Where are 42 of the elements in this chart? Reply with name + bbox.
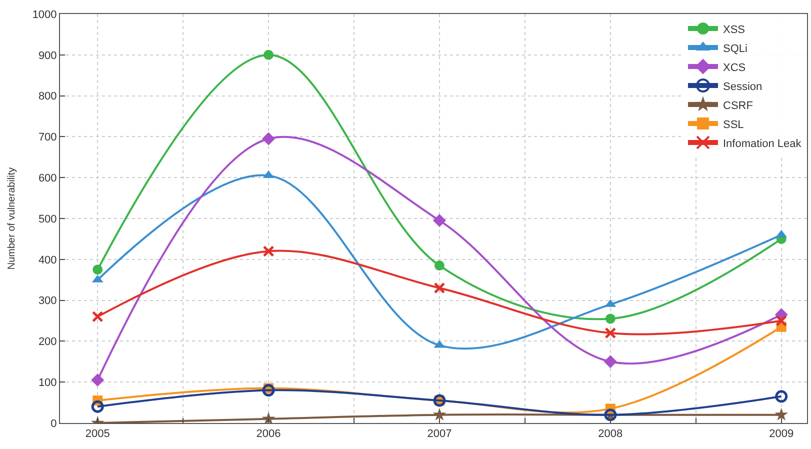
point	[92, 310, 104, 322]
point	[605, 314, 616, 324]
x-tick-label: 2006	[256, 428, 281, 440]
point	[91, 374, 104, 387]
y-tick-label: 200	[38, 336, 57, 348]
y-tick-label: 600	[38, 172, 57, 184]
x-tick-label: 2007	[427, 428, 452, 440]
y-tick-label: 0	[50, 418, 57, 430]
point	[775, 390, 788, 403]
legend-label: XSS	[723, 24, 746, 36]
y-tick-label: 800	[38, 90, 57, 103]
x-tick-label: 2009	[769, 428, 794, 440]
point	[432, 214, 446, 228]
point	[604, 355, 617, 368]
legend-label: Session	[723, 80, 762, 93]
x-tick-label: 2008	[598, 428, 623, 440]
legend-label: CSRF	[723, 100, 754, 112]
x-tick-label: 2005	[85, 428, 110, 440]
point	[262, 384, 275, 397]
legend-label: XCS	[723, 62, 746, 74]
point	[434, 282, 446, 294]
y-tick-label: 700	[38, 132, 57, 144]
point	[432, 408, 446, 420]
point	[262, 245, 274, 257]
y-tick-label: 400	[38, 254, 57, 266]
y-tick-label: 1000	[32, 8, 57, 21]
y-axis-title: Number of vulnerability	[6, 167, 18, 270]
point	[92, 264, 103, 275]
legend-label: SQLi	[723, 42, 748, 55]
point	[774, 408, 788, 420]
point	[434, 260, 444, 271]
y-tick-label: 300	[38, 295, 57, 308]
point	[91, 400, 104, 413]
point	[604, 327, 616, 339]
point	[262, 132, 276, 146]
y-tick-label: 900	[38, 50, 57, 62]
point	[776, 315, 788, 326]
legend-label: Infomation Leak	[723, 138, 802, 150]
legend-label: SSL	[723, 118, 744, 131]
y-tick-label: 500	[38, 213, 57, 226]
point	[264, 50, 274, 60]
y-tick-label: 100	[38, 376, 57, 389]
